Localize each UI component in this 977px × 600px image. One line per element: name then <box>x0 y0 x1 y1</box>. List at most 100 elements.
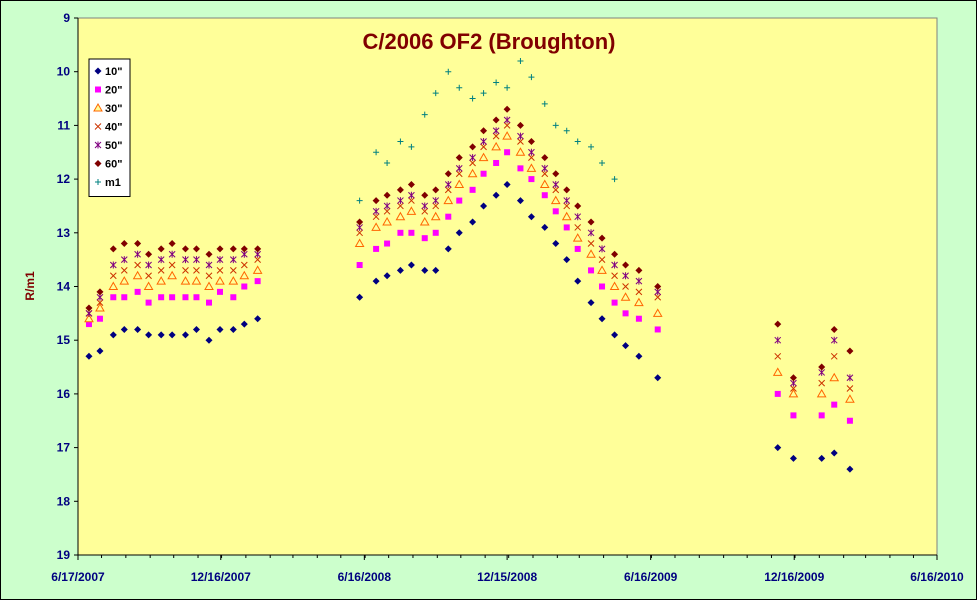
data-point <box>469 159 476 167</box>
data-point <box>432 202 440 210</box>
data-point <box>504 149 511 156</box>
legend: 10" 20" 30" 40" 50" 60" m1 <box>88 58 131 197</box>
data-point <box>240 261 248 269</box>
data-point <box>845 394 855 403</box>
data-point <box>432 186 440 194</box>
data-point <box>574 277 582 285</box>
data-point <box>830 325 838 333</box>
data-point <box>502 131 512 140</box>
series-2 <box>84 131 855 403</box>
data-point <box>252 265 263 274</box>
data-point <box>526 163 537 172</box>
y-tick-label: 16 <box>57 387 71 401</box>
y-tick-label: 19 <box>57 548 71 562</box>
data-point <box>182 294 189 301</box>
data-point <box>469 95 476 102</box>
data-point <box>517 132 524 140</box>
data-point <box>454 179 465 188</box>
data-point <box>96 288 104 296</box>
data-point <box>599 283 606 290</box>
data-point <box>846 374 854 382</box>
data-point <box>609 281 620 290</box>
data-point <box>168 331 176 339</box>
data-point <box>552 170 560 178</box>
legend-marker <box>94 141 102 149</box>
data-point <box>356 293 364 301</box>
data-point <box>611 331 619 339</box>
data-point <box>421 191 429 199</box>
data-point <box>419 217 430 226</box>
data-point <box>372 197 380 205</box>
legend-marker <box>94 160 102 167</box>
data-point <box>574 224 582 231</box>
data-point <box>467 168 478 178</box>
data-point <box>516 197 524 205</box>
data-point <box>515 147 526 156</box>
data-point <box>383 202 391 210</box>
data-point <box>110 294 117 301</box>
data-point <box>145 250 153 258</box>
data-point <box>611 272 618 280</box>
data-point <box>492 127 500 135</box>
series-3 <box>85 122 854 392</box>
data-point <box>372 213 380 221</box>
data-point <box>587 299 595 307</box>
data-point <box>134 325 142 333</box>
data-point <box>654 293 662 301</box>
data-point <box>517 165 524 172</box>
data-point <box>373 245 380 252</box>
data-point <box>120 240 128 248</box>
data-point <box>635 277 643 285</box>
data-point <box>241 283 248 290</box>
data-point <box>469 154 476 162</box>
data-point <box>789 454 797 462</box>
data-point <box>239 270 250 280</box>
data-point <box>397 202 404 210</box>
data-point <box>168 261 176 269</box>
series-1 <box>85 149 853 424</box>
data-point <box>774 390 781 397</box>
data-point <box>134 240 142 248</box>
data-point <box>145 261 152 269</box>
data-point <box>157 267 165 274</box>
data-point <box>469 218 477 226</box>
data-point <box>120 325 128 333</box>
data-point <box>818 454 826 462</box>
data-point <box>528 154 535 161</box>
data-point <box>384 159 391 166</box>
data-point <box>774 352 782 360</box>
legend-label: 30" <box>105 103 122 115</box>
chart-title: C/2006 OF2 (Broughton) <box>362 29 615 54</box>
data-point <box>830 336 838 344</box>
data-point <box>456 197 463 204</box>
data-point <box>408 229 415 236</box>
data-point <box>205 250 213 258</box>
data-point <box>622 261 630 269</box>
data-point <box>109 261 117 269</box>
legend-label: 10" <box>105 66 122 78</box>
data-point <box>371 222 381 231</box>
data-point <box>492 132 500 140</box>
data-point <box>552 186 560 194</box>
data-point <box>95 302 105 312</box>
legend-label: 50" <box>105 140 122 152</box>
data-point <box>205 272 213 280</box>
data-point <box>229 256 237 264</box>
data-points <box>84 57 855 473</box>
data-point <box>407 180 415 188</box>
data-point <box>444 180 452 188</box>
data-point <box>588 143 595 150</box>
data-point <box>216 288 223 295</box>
data-point <box>254 315 262 323</box>
legend-marker <box>95 86 101 93</box>
data-point <box>541 100 548 107</box>
data-point <box>445 213 452 220</box>
data-point <box>772 367 783 376</box>
x-tick-label: 12/16/2007 <box>191 570 251 584</box>
data-point <box>517 138 524 145</box>
data-point <box>354 238 365 248</box>
data-point <box>157 256 165 264</box>
data-point <box>406 206 417 215</box>
data-point <box>552 240 560 248</box>
data-point <box>167 270 177 280</box>
